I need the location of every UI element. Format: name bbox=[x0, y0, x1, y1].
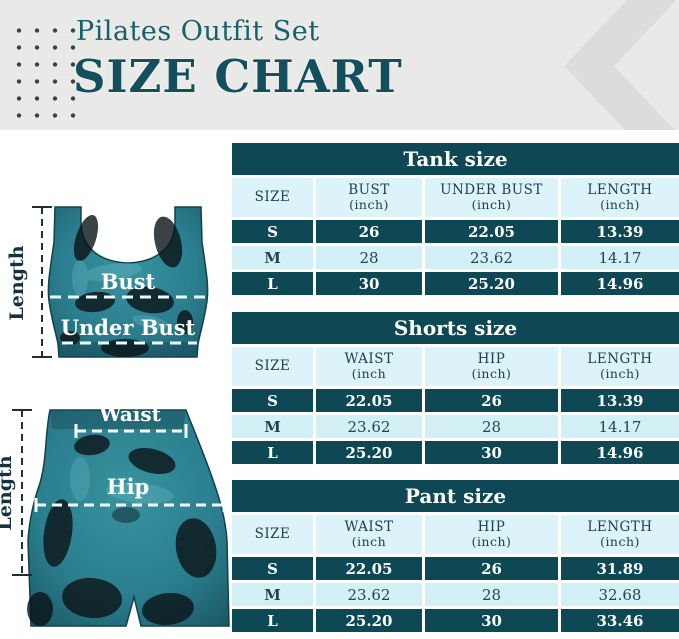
bust-label: Bust bbox=[101, 269, 156, 294]
shorts-length-measure-line bbox=[12, 409, 32, 576]
value-cell: 30 bbox=[316, 272, 422, 295]
column-header-length: LENGTH (inch) bbox=[561, 515, 679, 554]
size-cell: L bbox=[232, 272, 313, 295]
hip-label: Hip bbox=[107, 474, 150, 499]
size-cell: L bbox=[232, 609, 313, 632]
column-header-length: LENGTH (inch) bbox=[561, 178, 679, 217]
value-cell: 22.05 bbox=[425, 220, 558, 243]
value-cell: 13.39 bbox=[561, 389, 679, 412]
value-cell: 33.46 bbox=[561, 609, 679, 632]
product-subtitle: Pilates Outfit Set bbox=[76, 16, 320, 47]
size-cell: M bbox=[232, 415, 313, 438]
tank-length-label: Length bbox=[6, 245, 28, 320]
value-cell: 31.89 bbox=[561, 557, 679, 580]
value-cell: 28 bbox=[425, 583, 558, 606]
size-cell: S bbox=[232, 557, 313, 580]
waist-label: Waist bbox=[98, 402, 162, 426]
column-header-size: SIZE bbox=[232, 515, 313, 554]
value-cell: 30 bbox=[425, 609, 558, 632]
value-cell: 25.20 bbox=[316, 441, 422, 464]
column-header-under-bust: UNDER BUST (inch) bbox=[425, 178, 558, 217]
dot-grid-decoration bbox=[4, 16, 78, 118]
value-cell: 23.62 bbox=[425, 246, 558, 269]
value-cell: 26 bbox=[425, 557, 558, 580]
column-header-size: SIZE bbox=[232, 178, 313, 217]
column-header-waist: WAIST (inch bbox=[316, 515, 422, 554]
size-cell: M bbox=[232, 583, 313, 606]
value-cell: 30 bbox=[425, 441, 558, 464]
hip-measure-line bbox=[34, 498, 226, 512]
page-title: SIZE CHART bbox=[73, 50, 403, 103]
value-cell: 25.20 bbox=[316, 609, 422, 632]
shorts-length-label: Length bbox=[0, 455, 16, 530]
under-bust-label: Under Bust bbox=[61, 315, 196, 340]
tank-length-measure-line bbox=[32, 206, 52, 358]
size-cell: M bbox=[232, 246, 313, 269]
column-header-hip: HIP (inch) bbox=[425, 347, 558, 386]
value-cell: 26 bbox=[425, 389, 558, 412]
value-cell: 26 bbox=[316, 220, 422, 243]
value-cell: 23.62 bbox=[316, 583, 422, 606]
shorts-illustration bbox=[27, 409, 230, 627]
column-header-length: LENGTH (inch) bbox=[561, 347, 679, 386]
size-cell: S bbox=[232, 389, 313, 412]
waist-measure-line bbox=[74, 424, 188, 438]
value-cell: 23.62 bbox=[316, 415, 422, 438]
tank-figure: Length Bust Under Bust bbox=[6, 206, 209, 358]
column-header-hip: HIP (inch) bbox=[425, 515, 558, 554]
value-cell: 28 bbox=[425, 415, 558, 438]
value-cell: 13.39 bbox=[561, 220, 679, 243]
value-cell: 14.17 bbox=[561, 415, 679, 438]
header-banner: Pilates Outfit Set SIZE CHART bbox=[0, 0, 679, 130]
table-title: Tank size bbox=[232, 143, 679, 175]
table-title: Pant size bbox=[232, 480, 679, 512]
value-cell: 14.96 bbox=[561, 441, 679, 464]
size-cell: L bbox=[232, 441, 313, 464]
value-cell: 28 bbox=[316, 246, 422, 269]
value-cell: 14.96 bbox=[561, 272, 679, 295]
chevron-left-icon bbox=[564, 0, 677, 130]
column-header-waist: WAIST (inch bbox=[316, 347, 422, 386]
value-cell: 14.17 bbox=[561, 246, 679, 269]
shorts-size-table: Shorts size SIZE WAIST (inch HIP (inch) LE… bbox=[232, 312, 679, 464]
column-header-size: SIZE bbox=[232, 347, 313, 386]
table-title: Shorts size bbox=[232, 312, 679, 344]
value-cell: 22.05 bbox=[316, 389, 422, 412]
value-cell: 32.68 bbox=[561, 583, 679, 606]
column-header-bust: BUST (inch) bbox=[316, 178, 422, 217]
size-cell: S bbox=[232, 220, 313, 243]
tank-size-table: Tank size SIZE BUST (inch) UNDER BUST (inc… bbox=[232, 143, 679, 295]
shorts-figure: Length Waist Hip bbox=[0, 402, 230, 627]
value-cell: 25.20 bbox=[425, 272, 558, 295]
pant-size-table: Pant size SIZE WAIST (inch HIP (inch) LENG… bbox=[232, 480, 679, 632]
value-cell: 22.05 bbox=[316, 557, 422, 580]
